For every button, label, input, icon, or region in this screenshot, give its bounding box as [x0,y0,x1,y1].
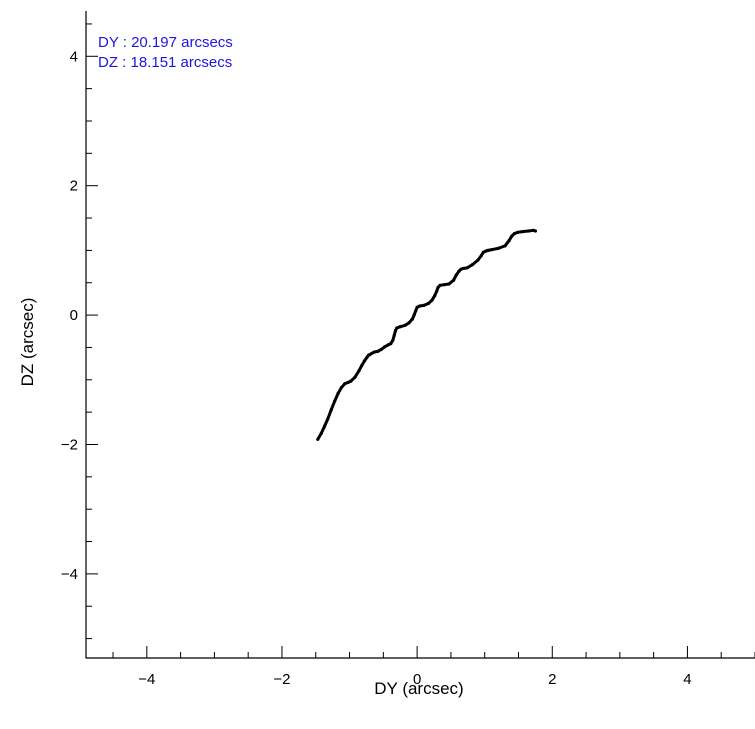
data-point [476,258,480,262]
data-point [316,437,320,441]
data-point [481,250,485,254]
data-point [343,382,347,386]
series-layer [316,228,538,441]
data-point [461,266,465,271]
data-point [407,321,411,325]
data-point [533,229,538,233]
data-point [346,380,350,384]
x-tick-label: 4 [683,671,691,688]
data-point [410,317,414,321]
data-point [357,369,361,373]
data-point [430,298,434,302]
axes [85,11,755,659]
data-point [392,334,396,338]
data-point [496,246,500,250]
data-point [336,391,340,395]
data-point [379,347,383,351]
series-line [316,228,537,441]
ticks [86,23,755,658]
data-point [412,312,416,316]
data-point [510,234,514,238]
data-point [376,349,380,353]
data-point [403,323,407,327]
data-point [433,294,437,298]
data-point [414,309,418,313]
data-point [442,283,446,287]
data-point [512,232,517,236]
data-point [489,248,494,252]
data-point [520,230,525,234]
data-point [418,304,422,308]
data-point [326,417,330,421]
data-point [393,329,398,333]
data-point [527,229,531,233]
data-point [398,325,402,329]
data-point [454,273,458,277]
data-point [391,338,395,342]
y-axis-title: DZ (arcsec) [18,298,37,387]
data-point [319,431,323,436]
data-point [479,254,483,258]
data-point [349,379,353,383]
x-tick-label: 0 [413,671,421,688]
data-point [395,326,399,330]
data-point [360,364,364,368]
data-point [322,424,327,428]
annotation-dz: DZ : 18.151 arcsecs [98,54,232,71]
annotation-dy: DY : 20.197 arcsecs [98,34,233,51]
data-point [372,350,377,354]
data-point [370,351,374,355]
data-point [486,248,490,252]
data-point [329,408,333,412]
data-point [339,386,343,390]
data-point [353,375,357,379]
data-point [383,345,387,349]
data-point [415,305,419,309]
data-point [333,399,337,403]
y-tick-label: 4 [70,48,78,65]
data-point [452,278,456,282]
x-axis-title: DY (arcsec) [374,679,463,698]
y-tick-label: −2 [61,436,78,453]
data-point [447,282,451,286]
x-tick-label: 2 [548,671,556,688]
data-point [457,269,461,273]
y-tick-label: 2 [70,178,78,195]
y-tick-label: −4 [61,566,78,583]
y-tick-label: 0 [70,307,78,324]
data-point [435,289,439,293]
data-point [422,303,426,307]
data-point [516,230,520,234]
data-point [436,285,440,289]
data-point [389,342,393,346]
x-tick-label: −4 [138,671,155,688]
tick-labels: −4 −2 0 2 4 −4 −2 0 2 4 [61,48,692,688]
data-point [362,359,366,363]
data-point [470,263,475,267]
data-point [427,301,431,305]
data-point [503,244,507,248]
data-point [465,266,469,270]
data-point [386,343,390,347]
data-point [507,239,511,243]
data-point [438,283,442,287]
x-tick-label: −2 [273,671,290,688]
